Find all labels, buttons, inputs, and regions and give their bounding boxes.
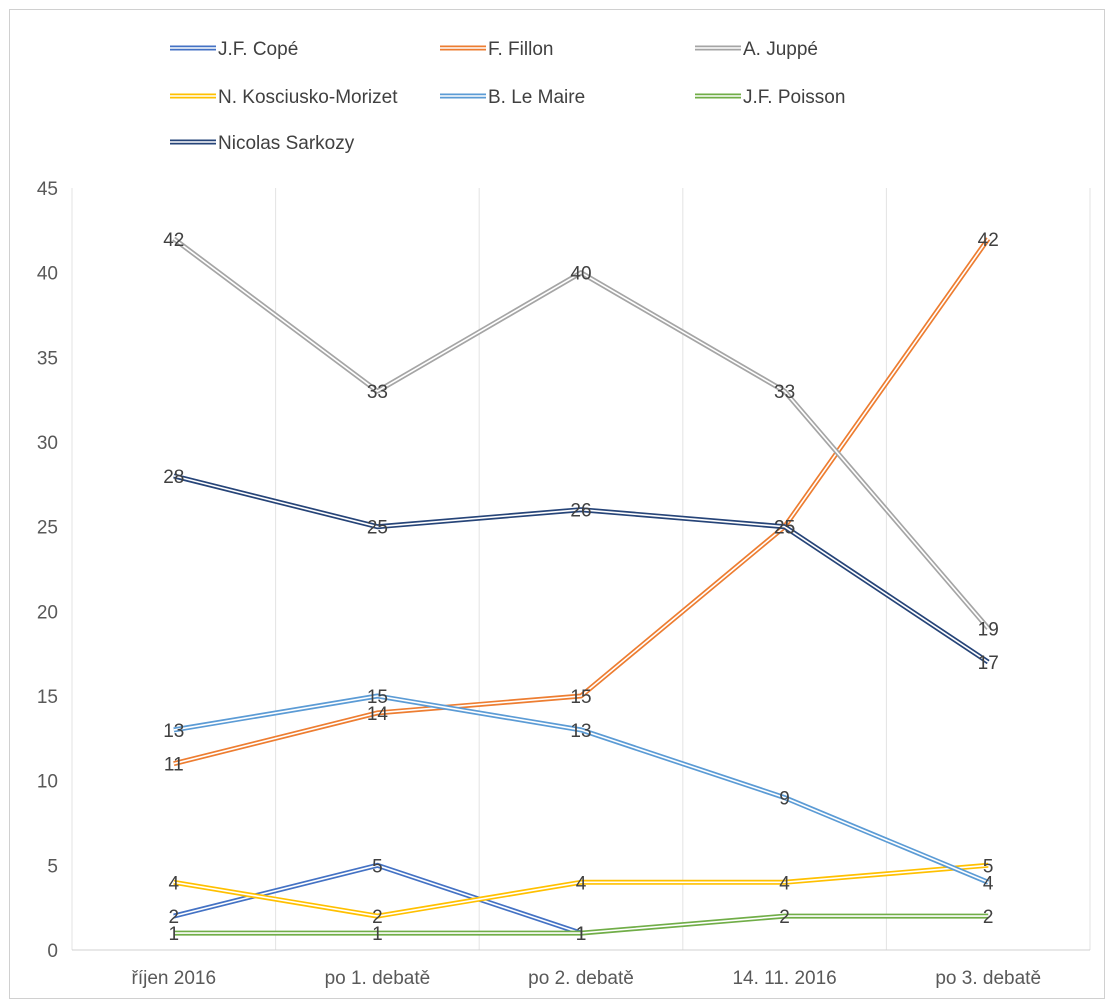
chart-frame <box>9 9 1105 999</box>
y-tick-label: 45 <box>37 179 58 200</box>
y-tick-label: 0 <box>47 941 58 962</box>
legend-item: A. Juppé <box>695 39 818 60</box>
data-label: 33 <box>367 382 388 403</box>
series-line-inner <box>173 915 989 934</box>
x-tick-label: po 1. debatě <box>325 968 431 989</box>
data-label: 42 <box>978 230 999 251</box>
series-line-inner <box>173 695 989 884</box>
series-line-outer <box>172 236 991 630</box>
legend-label: J.F. Copé <box>218 39 298 60</box>
y-tick-label: 40 <box>37 264 58 285</box>
data-label: 13 <box>163 721 184 742</box>
data-label: 19 <box>978 619 999 640</box>
legend-label: B. Le Maire <box>488 87 585 108</box>
x-tick-label: po 3. debatě <box>935 968 1041 989</box>
legend-label: J.F. Poisson <box>743 87 845 108</box>
data-label: 2 <box>372 907 383 928</box>
data-label: 4 <box>576 873 587 894</box>
legend-item: J.F. Poisson <box>695 87 845 108</box>
data-label: 26 <box>570 501 591 522</box>
data-label: 1 <box>576 924 587 945</box>
legend-item: N. Kosciusko-Morizet <box>170 87 398 108</box>
series-layer <box>172 236 991 936</box>
y-tick-label: 30 <box>37 433 58 454</box>
data-label: 4 <box>779 873 790 894</box>
legend-item: F. Fillon <box>440 39 553 60</box>
data-label: 9 <box>779 789 790 810</box>
data-label: 1 <box>169 924 180 945</box>
legend-label: N. Kosciusko-Morizet <box>218 87 398 108</box>
legend-item: B. Le Maire <box>440 87 585 108</box>
data-label: 2 <box>779 907 790 928</box>
x-tick-label: říjen 2016 <box>132 968 217 989</box>
x-tick-label: po 2. debatě <box>528 968 634 989</box>
legend-label: F. Fillon <box>488 39 553 60</box>
data-label: 15 <box>367 687 388 708</box>
series-line <box>173 862 582 936</box>
y-tick-label: 5 <box>47 856 58 877</box>
series-line-inner <box>173 238 989 629</box>
data-label: 5 <box>372 856 383 877</box>
series-line-inner <box>173 864 989 917</box>
legend-label: Nicolas Sarkozy <box>218 133 355 154</box>
data-label: 2 <box>983 907 994 928</box>
data-label: 11 <box>164 755 184 776</box>
legend-label: A. Juppé <box>743 39 818 60</box>
series-line-inner <box>173 864 582 934</box>
data-label: 17 <box>978 653 999 674</box>
series-line <box>173 913 989 936</box>
legend-item: J.F. Copé <box>170 39 298 60</box>
data-label: 13 <box>570 721 591 742</box>
series-line <box>173 693 990 885</box>
legend-item: Nicolas Sarkozy <box>170 133 355 154</box>
data-label: 25 <box>367 518 388 539</box>
data-label: 25 <box>774 518 795 539</box>
y-tick-label: 25 <box>37 518 58 539</box>
data-label: 33 <box>774 382 795 403</box>
y-tick-label: 35 <box>37 348 58 369</box>
series-line <box>173 473 990 665</box>
series-line-inner <box>173 238 989 765</box>
data-label: 4 <box>983 873 994 894</box>
data-label: 40 <box>570 264 591 285</box>
data-label: 4 <box>169 873 180 894</box>
data-label: 25 <box>774 518 795 539</box>
y-tick-label: 20 <box>37 602 58 623</box>
data-label: 42 <box>163 230 184 251</box>
y-tick-label: 15 <box>37 687 58 708</box>
y-tick-label: 10 <box>37 772 58 793</box>
series-line-inner <box>173 475 989 663</box>
data-label: 5 <box>983 856 994 877</box>
x-tick-label: 14. 11. 2016 <box>732 968 836 989</box>
series-line <box>173 862 989 919</box>
data-label: 2 <box>169 907 180 928</box>
data-label: 14 <box>367 704 389 725</box>
data-label: 15 <box>570 687 591 708</box>
legend: J.F. Copé F. Fillon A. Juppé N. Kosciusko-M… <box>170 39 845 154</box>
series-line <box>172 236 991 630</box>
data-label: 1 <box>576 924 587 945</box>
data-label: 28 <box>163 467 184 488</box>
series-line <box>173 237 991 767</box>
data-label: 1 <box>372 924 383 945</box>
